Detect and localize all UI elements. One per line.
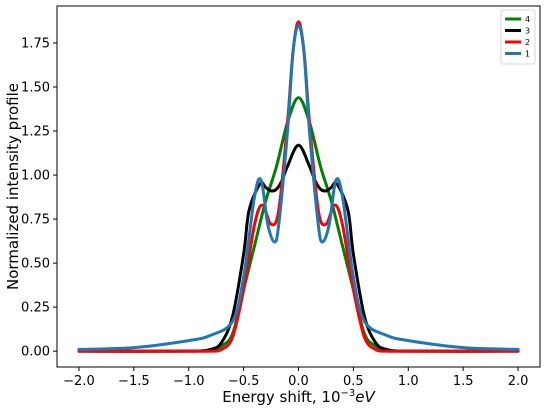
x-tick-label: −0.5 [228,374,260,389]
legend-label-2: 2 [525,38,530,47]
x-tick-label: −1.0 [173,374,205,389]
x-tick-label: −1.5 [118,374,150,389]
y-tick-label: 0.25 [21,301,50,316]
series-line-2 [77,20,520,353]
y-tick-label: 1.50 [21,81,50,96]
y-tick-label: 1.00 [21,169,50,184]
series-line-3 [77,143,520,353]
x-axis-label: Energy shift, 10−3eV [222,388,376,406]
series-line-1 [77,23,520,351]
x-axis-label-text: Energy shift, 10 [222,388,340,406]
x-tick-label: 1.0 [398,374,419,389]
x-axis-label-unit: eV [355,388,376,406]
x-tick-label: −2.0 [63,374,95,389]
x-tick-label: 2.0 [508,374,529,389]
x-tick-label: 0.0 [288,374,309,389]
y-tick-label: 1.25 [21,125,50,140]
y-tick-label: 1.75 [21,36,50,51]
x-tick-label: 1.5 [453,374,474,389]
plot-area [77,20,520,353]
y-tick-label: 0.50 [21,257,50,272]
legend-label-1: 1 [525,50,530,59]
x-axis-label-exponent: −3 [341,388,356,399]
y-tick-label: 0.00 [21,345,50,360]
x-tick-label: 0.5 [343,374,364,389]
series-line-4 [77,96,520,353]
y-axis: 0.00 0.25 0.50 0.75 1.00 1.25 1.50 1.75 [21,36,57,360]
x-axis: −2.0 −1.5 −1.0 −0.5 0.0 0.5 1.0 1.5 2.0 [63,367,528,389]
y-tick-label: 0.75 [21,213,50,228]
legend-label-4: 4 [525,15,530,24]
legend-label-3: 3 [525,27,530,36]
y-axis-label: Normalized intensity profile [4,83,22,290]
legend: 4 3 2 1 [500,9,536,65]
legend-box [500,9,536,65]
plot-frame [56,5,541,368]
